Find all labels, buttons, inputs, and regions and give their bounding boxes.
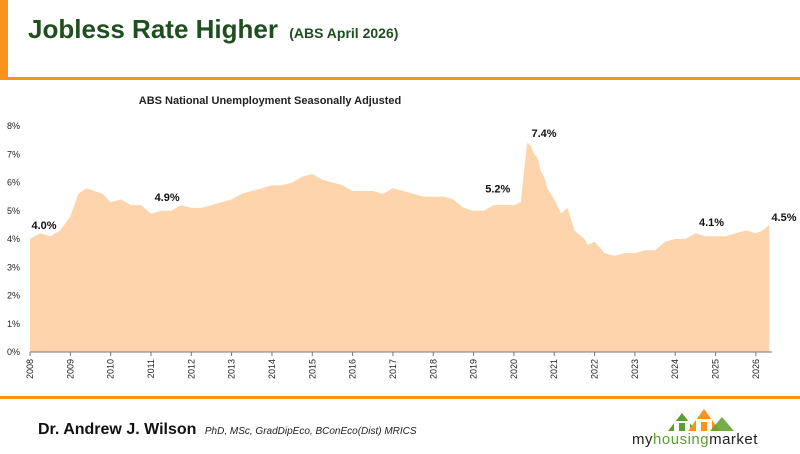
x-tick-label: 2024 bbox=[670, 359, 680, 379]
author-name: Dr. Andrew J. Wilson PhD, MSc, GradDipEc… bbox=[38, 421, 417, 439]
author-credentials: PhD, MSc, GradDipEco, BConEco(Dist) MRIC… bbox=[204, 426, 417, 437]
page-title: Jobless Rate Higher (ABS April 2026) bbox=[28, 14, 398, 45]
x-tick-label: 2009 bbox=[65, 359, 75, 379]
author-text: Dr. Andrew J. Wilson bbox=[38, 421, 197, 438]
x-tick-label: 2018 bbox=[428, 359, 438, 379]
x-tick-label: 2023 bbox=[630, 359, 640, 379]
data-label: 4.1% bbox=[699, 217, 724, 229]
x-tick-label: 2022 bbox=[590, 359, 600, 379]
x-tick-label: 2015 bbox=[307, 359, 317, 379]
x-tick-label: 2012 bbox=[186, 359, 196, 379]
x-tick-label: 2011 bbox=[146, 359, 156, 378]
series-area bbox=[30, 142, 770, 352]
chart-panel: ABS National Unemployment Seasonally Adj… bbox=[0, 82, 800, 392]
chart-title: ABS National Unemployment Seasonally Adj… bbox=[139, 95, 401, 107]
title-text: Jobless Rate Higher bbox=[28, 14, 278, 44]
y-tick-label: 5% bbox=[7, 206, 20, 216]
x-tick-label: 2026 bbox=[751, 359, 761, 379]
x-tick-label: 2020 bbox=[509, 359, 519, 379]
data-label: 5.2% bbox=[485, 183, 510, 195]
x-tick-label: 2017 bbox=[388, 359, 398, 379]
data-label: 4.0% bbox=[31, 220, 56, 232]
title-subtitle: (ABS April 2026) bbox=[289, 25, 399, 41]
x-tick-label: 2021 bbox=[549, 359, 559, 379]
x-tick-label: 2014 bbox=[267, 359, 277, 379]
y-tick-label: 4% bbox=[7, 234, 20, 244]
y-tick-label: 3% bbox=[7, 262, 20, 272]
unemployment-chart: ABS National Unemployment Seasonally Adj… bbox=[7, 95, 797, 379]
x-tick-label: 2016 bbox=[348, 359, 358, 379]
y-tick-label: 7% bbox=[7, 149, 20, 159]
house-logo-icon bbox=[668, 409, 734, 431]
header-panel: Jobless Rate Higher (ABS April 2026) bbox=[0, 0, 800, 80]
x-tick-label: 2025 bbox=[711, 359, 721, 379]
y-tick-label: 8% bbox=[7, 121, 20, 131]
y-tick-label: 6% bbox=[7, 178, 20, 188]
logo-word-my: my bbox=[632, 431, 654, 448]
data-label: 4.5% bbox=[771, 212, 796, 224]
data-label: 4.9% bbox=[155, 192, 180, 204]
logo-word-housing: housing bbox=[653, 431, 710, 448]
y-tick-label: 1% bbox=[7, 319, 20, 329]
logo-word-market: market bbox=[709, 431, 758, 448]
orange-accent-bar bbox=[0, 0, 8, 80]
logo-wordmark: myhousingmarket bbox=[620, 431, 770, 448]
data-label: 7.4% bbox=[532, 128, 557, 140]
x-tick-label: 2008 bbox=[25, 359, 35, 379]
y-tick-label: 0% bbox=[7, 347, 20, 357]
x-tick-label: 2019 bbox=[469, 359, 479, 379]
x-tick-label: 2010 bbox=[106, 359, 116, 379]
myhousingmarket-logo: myhousingmarket bbox=[620, 401, 770, 451]
x-tick-label: 2013 bbox=[227, 359, 237, 379]
footer-panel: Dr. Andrew J. Wilson PhD, MSc, GradDipEc… bbox=[0, 396, 800, 454]
y-tick-label: 2% bbox=[7, 291, 20, 301]
